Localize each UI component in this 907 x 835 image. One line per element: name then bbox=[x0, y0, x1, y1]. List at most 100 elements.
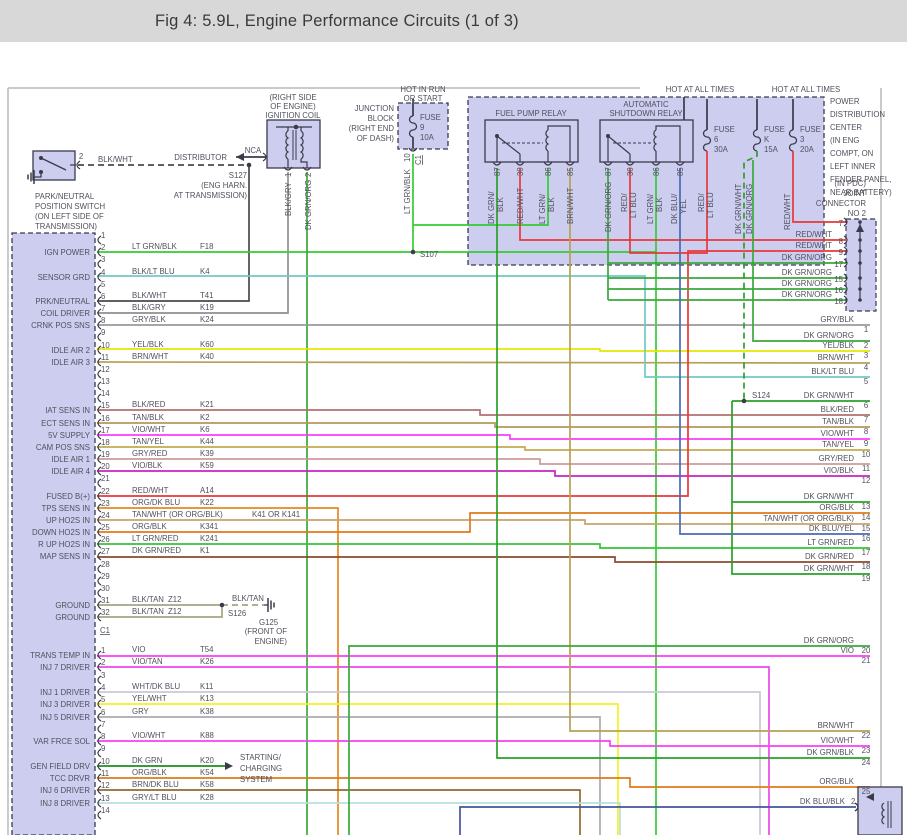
wire-color-label: TAN/YEL bbox=[132, 437, 165, 446]
right-wire-label: GRY/RED bbox=[819, 454, 855, 463]
right-pin-number: 9 bbox=[864, 439, 868, 448]
diagram-label: YEL bbox=[679, 199, 688, 214]
figure-title: Fig 4: 5.9L, Engine Performance Circuits… bbox=[155, 12, 519, 30]
wire-blk-tan-z12-32 bbox=[97, 605, 223, 618]
wire-circuit-code: T41 bbox=[200, 291, 213, 300]
wire-circuit-code: K4 bbox=[200, 267, 210, 276]
pin-chevron bbox=[97, 454, 102, 464]
right-wire-label: BRN/WHT bbox=[818, 721, 855, 730]
diagram-label: NEAR BATTERY) bbox=[830, 188, 892, 197]
solenoid-arrow-icon bbox=[866, 793, 874, 801]
wire-circuit-code: T54 bbox=[200, 645, 214, 654]
diagram-label: (FRONT OF bbox=[245, 627, 288, 636]
wire-color-label: BRN/DK BLU bbox=[132, 780, 179, 789]
wire-wht-dk-blu-k11 bbox=[97, 691, 761, 835]
pin-chevron bbox=[97, 539, 102, 549]
pcm-row-label: INJ 3 DRIVER bbox=[40, 700, 90, 709]
wire-blk-wht-t41 bbox=[97, 165, 250, 302]
diagram-label: 85 bbox=[676, 167, 685, 176]
relay-internals bbox=[492, 125, 685, 166]
wire-tan-wht-k41 bbox=[97, 519, 870, 525]
right-pin-number: 25 bbox=[862, 787, 871, 796]
pcm-row-label: TPS SENS IN bbox=[41, 504, 90, 513]
wire-asd85-dk-blu-yel bbox=[679, 168, 870, 535]
wire-blk-red-k21 bbox=[97, 409, 870, 416]
pcm-row-label: ECT SENS IN bbox=[41, 419, 90, 428]
pcm-pin-number: 20 bbox=[101, 462, 110, 471]
wire-color-label: LT GRN/RED bbox=[132, 534, 179, 543]
wire-red-wht-a14 bbox=[97, 250, 846, 497]
pin-chevron bbox=[854, 802, 859, 812]
diagram-label: S127 bbox=[229, 171, 247, 180]
diagram-label: BRN/WHT bbox=[566, 187, 575, 224]
pcm-pin-number: 11 bbox=[101, 769, 109, 778]
wire-pdc-dk-grn-org bbox=[752, 160, 870, 342]
diagram-label: POSITION SWITCH bbox=[35, 202, 105, 211]
right-pin-number: 21 bbox=[862, 656, 871, 665]
pin-chevron bbox=[843, 284, 848, 294]
diagram-label: 87 bbox=[493, 167, 502, 176]
pcm-pin-number: 27 bbox=[101, 547, 110, 556]
pcm-row-label: IDLE AIR 1 bbox=[51, 455, 90, 464]
diagram-label: 3 bbox=[800, 135, 804, 144]
wire-color-label: GRY/RED bbox=[132, 449, 168, 458]
pcm-pin-number: 1 bbox=[101, 646, 105, 655]
pcm-row-label: UP HO2S IN bbox=[46, 516, 90, 525]
diagram-label: TRANSMISSION) bbox=[35, 222, 97, 231]
pcm-pin-number: 9 bbox=[101, 744, 105, 753]
wire-circuit-code: K13 bbox=[200, 694, 214, 703]
pin-chevron bbox=[843, 295, 848, 305]
wire-circuit-code: K58 bbox=[200, 780, 214, 789]
wire-color-label: VIO/WHT bbox=[132, 731, 166, 740]
wire-circuit-code: K341 bbox=[200, 522, 218, 531]
starting-charging-arrow-icon bbox=[225, 762, 233, 770]
diagram-label: DK GRN/ bbox=[487, 191, 496, 224]
pin-chevron bbox=[97, 612, 102, 622]
right-pin-number: 1 bbox=[864, 325, 868, 334]
pcm-pin-number: 10 bbox=[101, 757, 110, 766]
wires bbox=[78, 97, 884, 835]
wire-color-label: VIO/TAN bbox=[132, 657, 163, 666]
pcm-pin-number: 12 bbox=[101, 365, 110, 374]
pcm-row-label: CRNK POS SNS bbox=[31, 321, 90, 330]
right-pin-number: 23 bbox=[862, 746, 871, 755]
wire-color-label: BRN/WHT bbox=[132, 352, 169, 361]
right-wire-label: ORG/BLK bbox=[819, 503, 854, 512]
pcm-row-label: INJ 7 DRIVER bbox=[40, 663, 90, 672]
pcm-pin-number: 6 bbox=[101, 708, 105, 717]
pin-chevron bbox=[97, 296, 102, 306]
pcm-pin-number: 2 bbox=[101, 658, 105, 667]
pcm-row-label: IDLE AIR 4 bbox=[51, 467, 90, 476]
wire-tan-blk-k2 bbox=[97, 422, 870, 428]
right-pin-number: 15 bbox=[862, 524, 871, 533]
wire-circuit-code: Z12 bbox=[168, 595, 181, 604]
pcm-pin-number: 5 bbox=[101, 695, 106, 704]
right-pin-number: 6 bbox=[864, 401, 868, 410]
wire-fuse3-red-wht bbox=[792, 151, 846, 223]
wire-gry-red-k39 bbox=[97, 458, 870, 465]
diagram-label: SYSTEM bbox=[240, 775, 272, 784]
pcm-pin-number: 19 bbox=[101, 450, 110, 459]
wire-fp87-dk-grn-blk bbox=[496, 168, 870, 759]
pin-chevron bbox=[302, 166, 312, 171]
pin-chevron bbox=[97, 650, 102, 660]
diagram-label: HOT IN RUN bbox=[400, 85, 445, 94]
pcm-row-label: GEN FIELD DRV bbox=[30, 762, 90, 771]
wire-color-label: WHT/DK BLU bbox=[132, 682, 180, 691]
wire-yel-blk-k60 bbox=[97, 348, 870, 352]
diagram-label: 20A bbox=[800, 145, 815, 154]
diagram-label: RED/WHT bbox=[783, 193, 792, 230]
fuse-symbols bbox=[408, 115, 798, 152]
pcm-pin-number: 14 bbox=[101, 806, 110, 815]
wire-color-label: BLK/LT BLU bbox=[132, 267, 175, 276]
pcm-connector-box bbox=[11, 232, 96, 835]
pin-chevron bbox=[97, 527, 102, 537]
wire-circuit-code: K41 OR K141 bbox=[252, 510, 300, 519]
splice-dot bbox=[293, 124, 299, 130]
right-wire-label: DK GRN/WHT bbox=[804, 391, 854, 400]
pcm-pin-number: 24 bbox=[101, 511, 110, 520]
pcm-pin-number: 8 bbox=[101, 316, 105, 325]
wire-circuit-code: Z12 bbox=[168, 607, 181, 616]
